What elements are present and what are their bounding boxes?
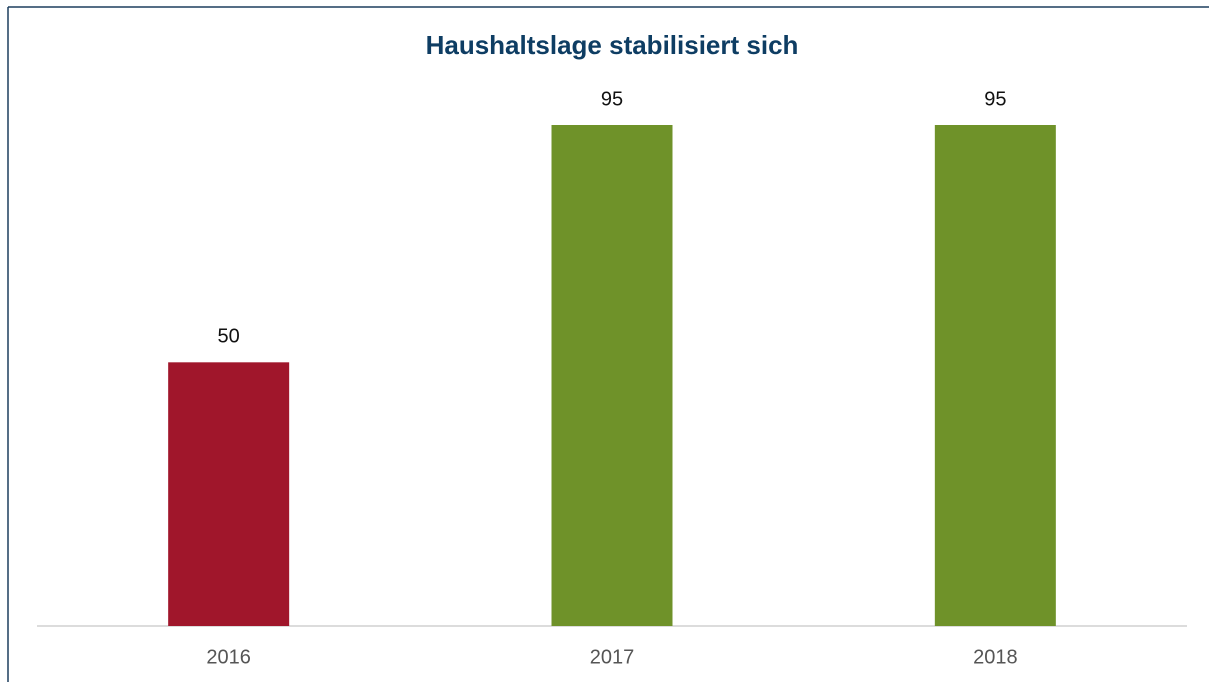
bar <box>934 125 1056 626</box>
chart-title: Haushaltslage stabilisiert sich <box>426 30 799 60</box>
x-tick-label: 2017 <box>590 646 635 668</box>
x-tick-label: 2018 <box>973 646 1018 668</box>
value-label: 95 <box>601 88 623 110</box>
value-label: 95 <box>984 88 1006 110</box>
x-tick-label: 2016 <box>206 646 251 668</box>
bar <box>168 362 290 626</box>
value-label: 50 <box>218 326 240 348</box>
bar <box>551 125 673 626</box>
